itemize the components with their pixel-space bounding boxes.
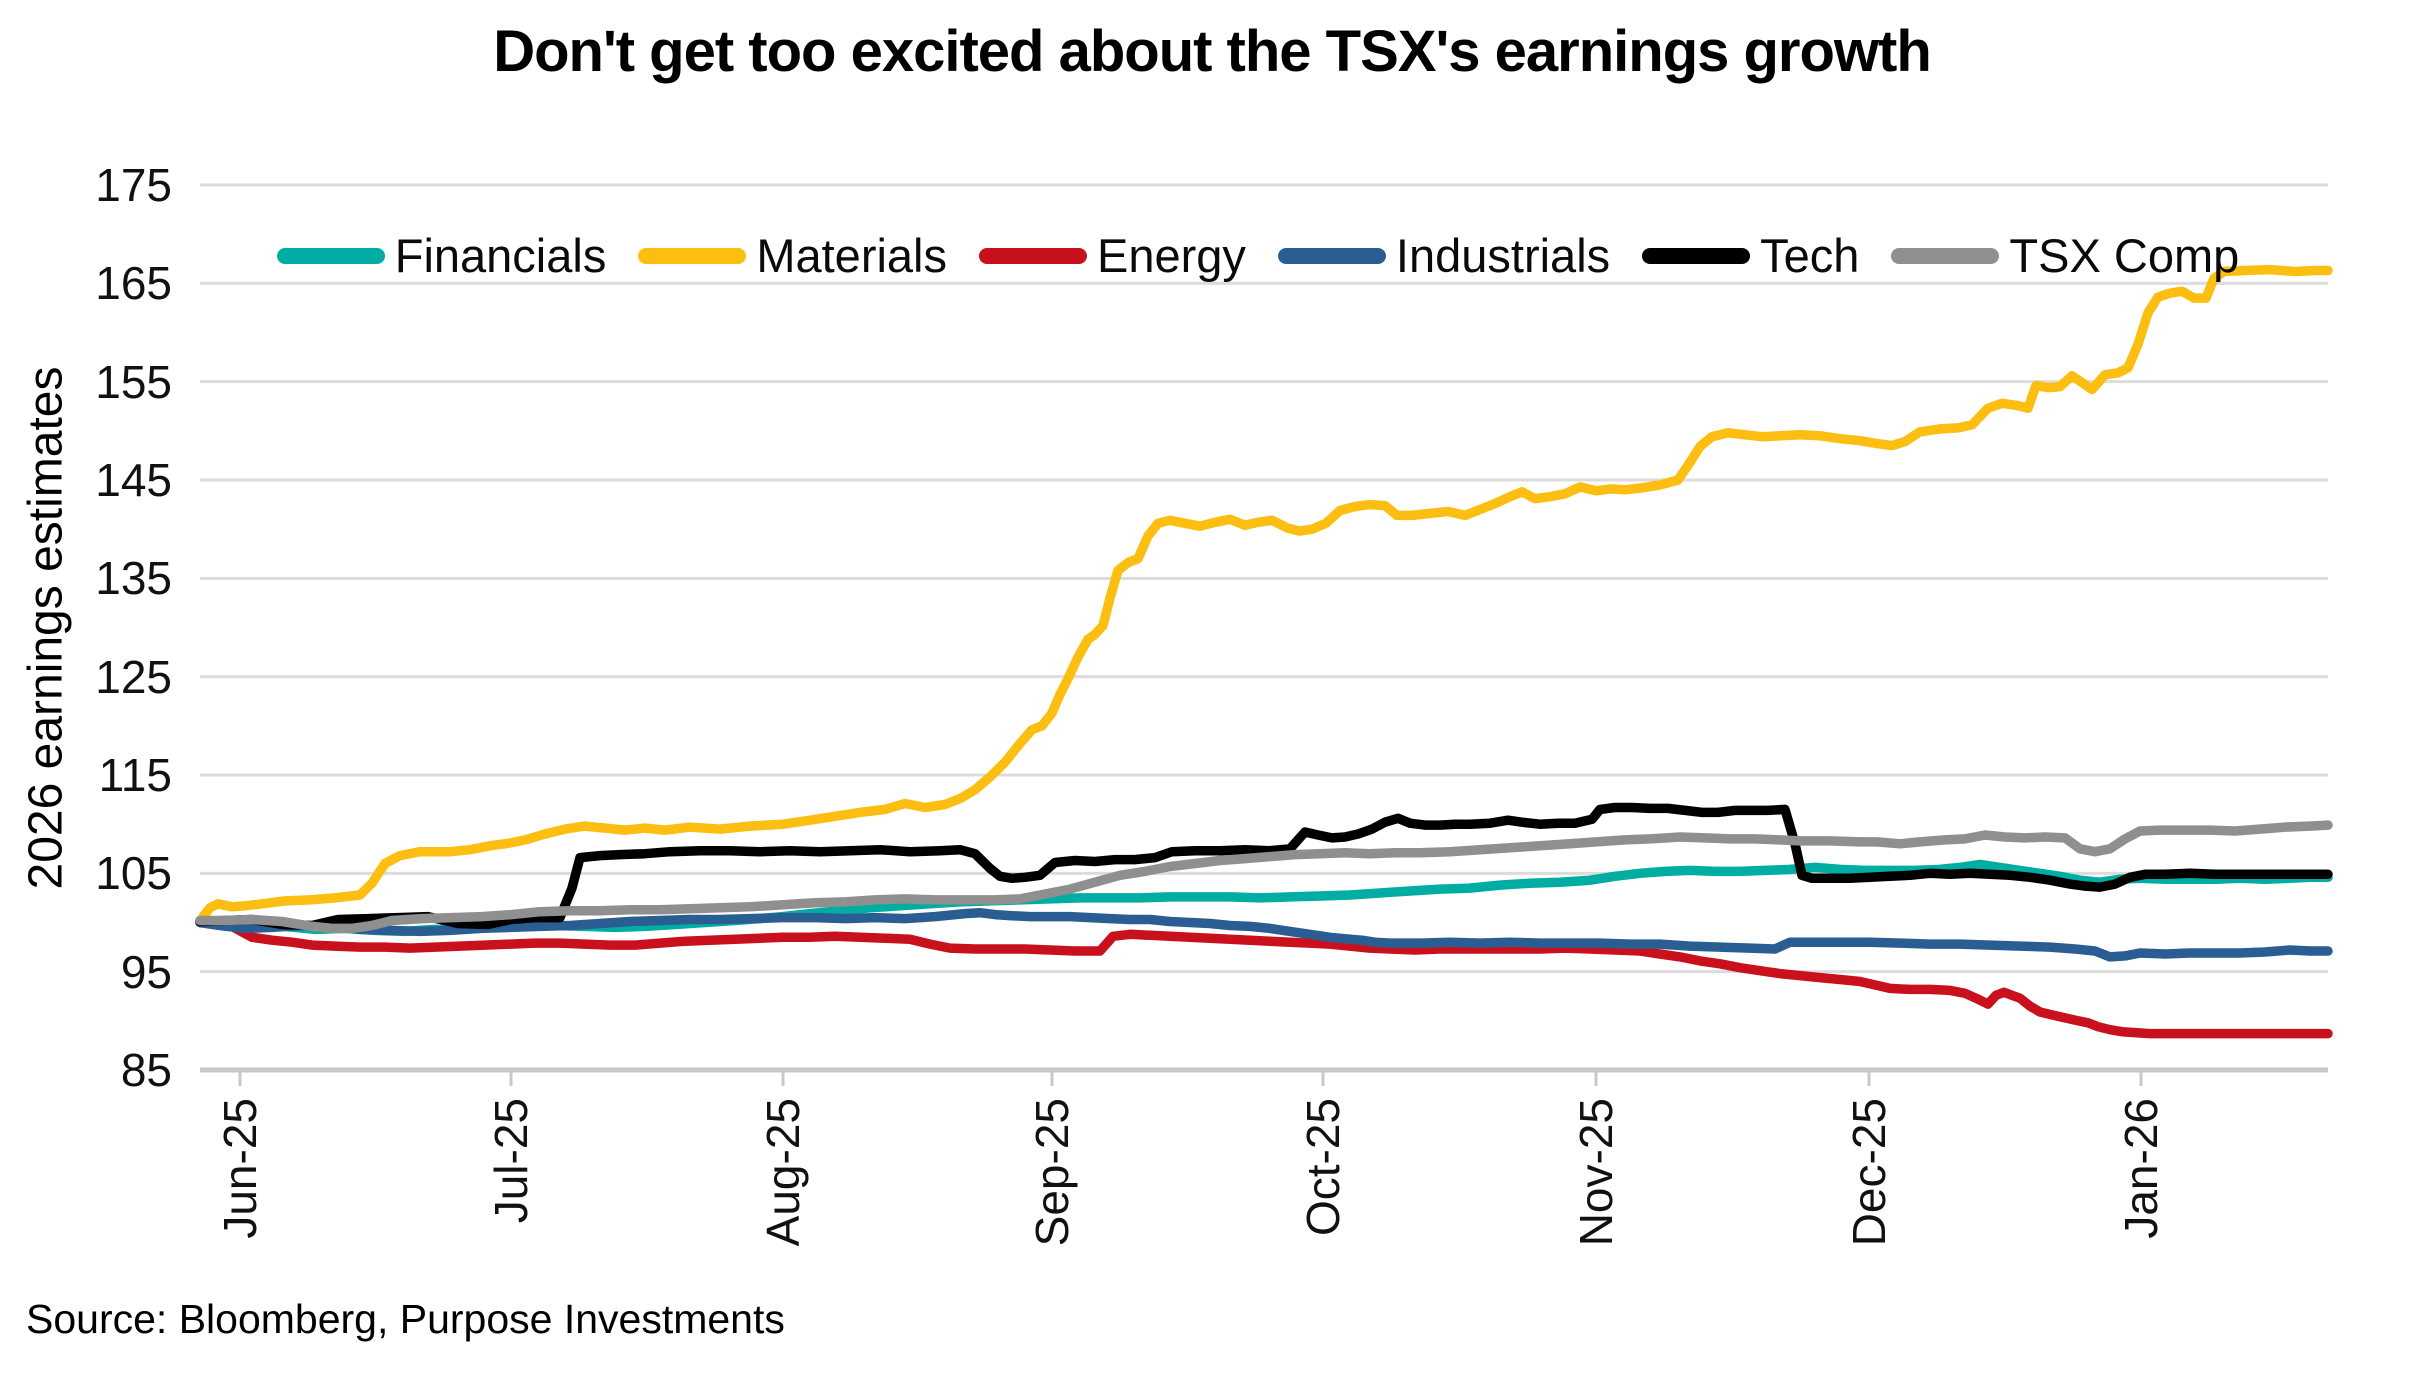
x-tick-jun-25: Jun-25: [214, 1098, 266, 1239]
legend: Financials Materials Energy Industrials Tech…: [230, 228, 2304, 283]
legend-swatch-materials: [638, 247, 747, 264]
legend-item-energy: Energy: [979, 228, 1246, 283]
x-tick-jul-25: Jul-25: [485, 1098, 537, 1224]
series-line-tsx-comp: [195, 820, 2333, 934]
x-tick-sep-25: Sep-25: [1026, 1098, 1078, 1247]
x-tick-aug-25: Aug-25: [757, 1098, 809, 1247]
x-tick-jan-26: Jan-26: [2115, 1098, 2167, 1239]
source-note: Source: Bloomberg, Purpose Investments: [26, 1296, 785, 1342]
legend-swatch-tsx-comp: [1891, 247, 2000, 264]
legend-label-tech: Tech: [1760, 229, 1860, 282]
legend-item-tsx-comp: TSX Comp: [1891, 228, 2239, 283]
y-tick-115: 115: [98, 749, 172, 801]
y-tick-105: 105: [95, 847, 172, 900]
legend-item-tech: Tech: [1642, 228, 1859, 283]
series-line-energy: [195, 917, 2333, 1039]
y-tick-95: 95: [120, 945, 172, 998]
legend-label-industrials: Industrials: [1395, 229, 1611, 282]
legend-label-energy: Energy: [1097, 229, 1246, 282]
legend-item-materials: Materials: [638, 228, 947, 283]
legend-swatch-industrials: [1277, 247, 1386, 264]
legend-label-financials: Financials: [394, 229, 607, 282]
legend-item-financials: Financials: [276, 228, 607, 283]
y-axis-label: 2026 earnings estimates: [19, 366, 73, 890]
series-line-industrials: [195, 907, 2333, 962]
series-line-materials: [198, 264, 2333, 922]
legend-label-materials: Materials: [756, 229, 947, 282]
y-tick-125: 125: [95, 650, 172, 703]
legend-item-industrials: Industrials: [1277, 228, 1611, 283]
x-tick-nov-25: Nov-25: [1570, 1098, 1622, 1247]
x-tick-dec-25: Dec-25: [1843, 1098, 1895, 1247]
y-tick-85: 85: [120, 1044, 172, 1096]
y-tick-135: 135: [95, 552, 172, 605]
legend-swatch-financials: [276, 247, 385, 264]
legend-label-tsx-comp: TSX Comp: [2009, 229, 2240, 282]
legend-swatch-tech: [1642, 247, 1751, 264]
chart-title: Don't get too excited about the TSX's ea…: [493, 19, 1932, 84]
y-tick-175: 175: [95, 159, 172, 211]
y-tick-155: 155: [95, 355, 172, 408]
y-tick-165: 165: [95, 257, 172, 310]
series-line-tech: [195, 802, 2333, 931]
y-tick-145: 145: [95, 454, 172, 506]
legend-swatch-energy: [979, 247, 1087, 264]
x-tick-oct-25: Oct-25: [1297, 1098, 1349, 1237]
